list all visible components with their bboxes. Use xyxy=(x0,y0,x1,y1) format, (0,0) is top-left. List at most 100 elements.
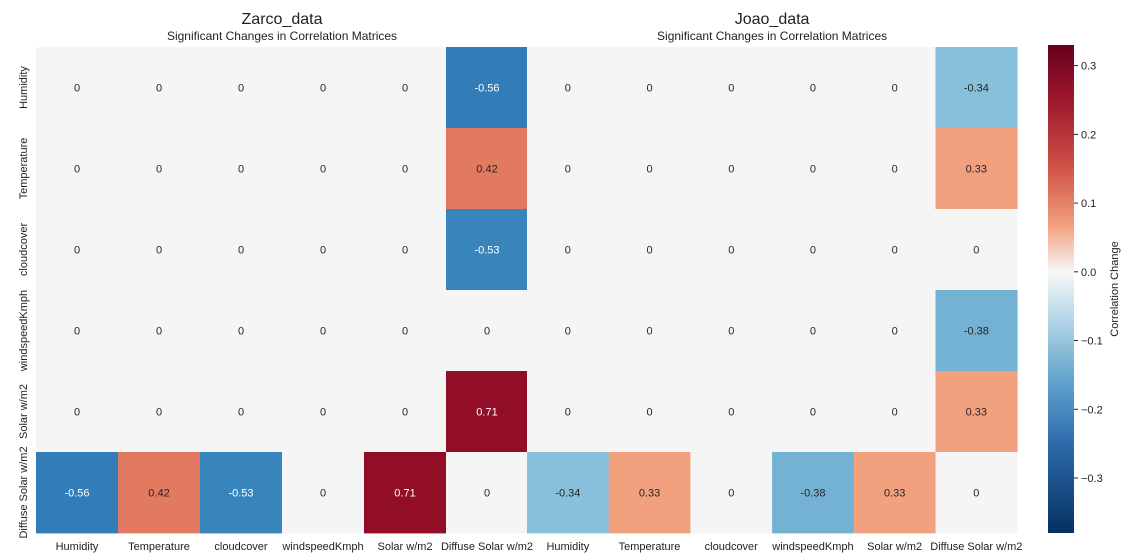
cell-value-label: 0 xyxy=(810,326,816,338)
heatmap-cell xyxy=(772,209,855,291)
y-tick-label: Solar w/m2 xyxy=(18,384,30,439)
cell-value-label: 0 xyxy=(74,326,80,338)
heatmap-cell xyxy=(36,47,119,129)
heatmap-cell xyxy=(772,47,855,129)
heatmap-cell xyxy=(282,290,365,372)
cell-value-label: -0.53 xyxy=(228,488,253,500)
cell-value-label: 0 xyxy=(402,245,408,257)
cell-value-label: 0 xyxy=(484,326,490,338)
heatmap-cell xyxy=(527,209,610,291)
cell-value-label: 0.42 xyxy=(476,164,497,176)
cell-value-label: 0 xyxy=(892,164,898,176)
heatmap-cell xyxy=(608,47,691,129)
x-tick-label: Humidity xyxy=(546,541,589,553)
x-tick-label: Temperature xyxy=(128,541,190,553)
cell-value-label: 0 xyxy=(565,164,571,176)
heatmap-cell xyxy=(608,371,691,453)
colorbar-tick-label: 0.2 xyxy=(1081,129,1096,141)
heatmap-cell xyxy=(364,209,447,291)
heatmap-cell xyxy=(935,452,1018,534)
panel-subtitle: Significant Changes in Correlation Matri… xyxy=(167,29,397,43)
heatmap-cell xyxy=(446,209,529,291)
x-tick-label: Humidity xyxy=(56,541,99,553)
heatmap-cell xyxy=(446,290,529,372)
cell-value-label: 0 xyxy=(238,83,244,95)
heatmap-cell xyxy=(935,47,1018,129)
heatmap-cell xyxy=(690,209,773,291)
heatmap-cell xyxy=(446,371,529,453)
colorbar-tick-label: 0.1 xyxy=(1081,198,1096,210)
heatmap-cell xyxy=(527,452,610,534)
heatmap-cell xyxy=(608,290,691,372)
colorbar-tick-label: 0.0 xyxy=(1081,267,1096,279)
heatmap-cell xyxy=(935,371,1018,453)
colorbar: 0.3 0.2 0.1 0.0 −0.1 −0.2 −0.3 Correlation Chan… xyxy=(1048,45,1121,533)
heatmap-cell xyxy=(364,128,447,210)
panel-title: Joao_data xyxy=(735,11,810,28)
heatmap-cell xyxy=(118,452,201,534)
heatmap-cell xyxy=(608,209,691,291)
heatmap-cell xyxy=(364,47,447,129)
cell-value-label: 0.33 xyxy=(884,488,905,500)
cell-value-label: 0 xyxy=(728,164,734,176)
cell-value-label: 0 xyxy=(892,407,898,419)
y-tick-label: Humidity xyxy=(18,66,30,109)
cell-value-label: -0.56 xyxy=(64,488,89,500)
cell-value-label: 0 xyxy=(74,164,80,176)
cell-value-label: 0 xyxy=(646,407,652,419)
cell-value-label: 0 xyxy=(402,83,408,95)
y-tick-label: Temperature xyxy=(18,138,30,200)
cell-value-label: 0.42 xyxy=(148,488,169,500)
heatmap-cell xyxy=(282,47,365,129)
heatmap-cell xyxy=(118,371,201,453)
cell-value-label: 0.33 xyxy=(639,488,660,500)
heatmap-cell xyxy=(772,290,855,372)
heatmap-cell xyxy=(282,209,365,291)
cell-value-label: 0 xyxy=(728,326,734,338)
cell-value-label: 0 xyxy=(646,326,652,338)
cell-value-label: -0.53 xyxy=(474,245,499,257)
colorbar-label: Correlation Change xyxy=(1109,241,1121,336)
cell-value-label: 0 xyxy=(320,326,326,338)
cell-value-label: 0 xyxy=(320,407,326,419)
heatmap-cell xyxy=(772,452,855,534)
heatmap-cell xyxy=(527,371,610,453)
heatmap-cell xyxy=(282,452,365,534)
x-tick-label: Solar w/m2 xyxy=(867,541,922,553)
cell-value-label: 0 xyxy=(565,326,571,338)
cell-value-label: 0 xyxy=(565,245,571,257)
heatmap-cell xyxy=(935,209,1018,291)
colorbar-tick-label: 0.3 xyxy=(1081,61,1096,73)
heatmap-cell xyxy=(853,209,936,291)
cell-value-label: 0 xyxy=(892,83,898,95)
colorbar-gradient xyxy=(1048,45,1074,533)
heatmap-cell xyxy=(608,128,691,210)
heatmap-cell xyxy=(446,452,529,534)
heatmap-cell xyxy=(690,452,773,534)
cell-value-label: 0 xyxy=(810,164,816,176)
cell-value-label: 0 xyxy=(238,164,244,176)
cell-value-label: 0 xyxy=(74,83,80,95)
heatmap-cell xyxy=(690,47,773,129)
cell-value-label: 0 xyxy=(320,245,326,257)
cell-value-label: 0 xyxy=(728,83,734,95)
cell-value-label: 0 xyxy=(320,83,326,95)
x-tick-label: cloudcover xyxy=(214,541,268,553)
cell-value-label: 0 xyxy=(646,83,652,95)
x-tick-label: windspeedKmph xyxy=(281,541,363,553)
cell-value-label: 0 xyxy=(402,407,408,419)
cell-value-label: 0 xyxy=(156,245,162,257)
cell-value-label: 0.71 xyxy=(476,407,497,419)
panel-subtitle: Significant Changes in Correlation Matri… xyxy=(657,29,887,43)
heatmap-cell xyxy=(446,47,529,129)
heatmap-cell xyxy=(527,290,610,372)
x-tick-label: Solar w/m2 xyxy=(377,541,432,553)
heatmap-cell xyxy=(853,290,936,372)
heatmap-cell xyxy=(200,128,283,210)
x-tick-label: cloudcover xyxy=(705,541,759,553)
colorbar-tick-label: −0.1 xyxy=(1081,336,1103,348)
